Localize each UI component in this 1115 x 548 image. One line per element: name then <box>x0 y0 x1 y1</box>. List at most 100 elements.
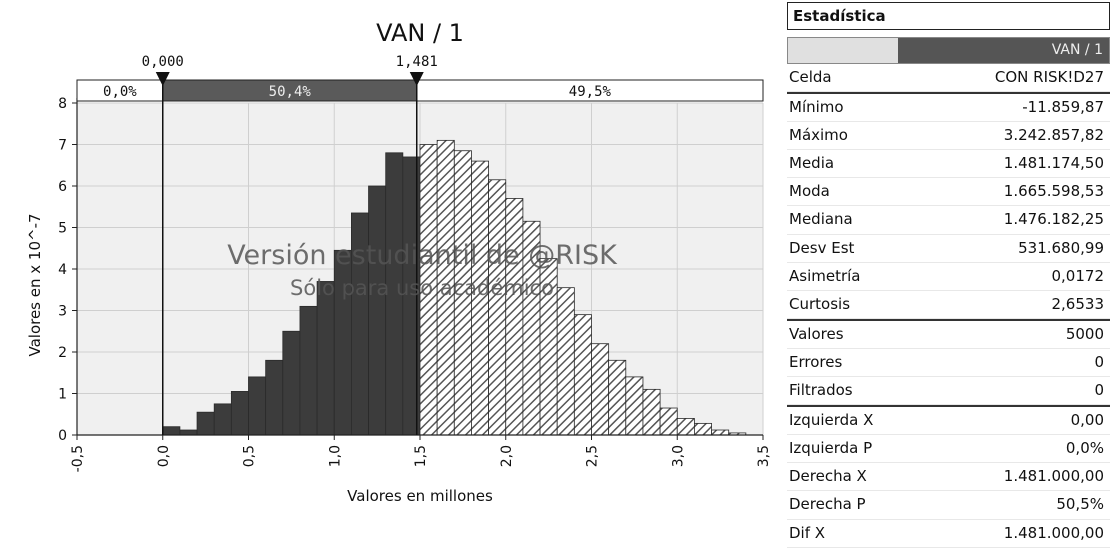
stat-row: Filtrados 0 <box>787 377 1110 406</box>
stat-label: Celda <box>789 68 832 86</box>
stat-row: Máximo 3.242.857,82 <box>787 122 1110 151</box>
panel-title: Estadística <box>787 2 1110 30</box>
x-tick-label: -0,5 <box>70 445 86 472</box>
x-tick-label: 3,5 <box>756 445 772 467</box>
y-tick-label: 1 <box>58 387 67 403</box>
histogram-bar <box>179 429 198 436</box>
histogram-bar <box>625 376 644 436</box>
stat-row: Curtosis 2,6533 <box>787 291 1110 319</box>
percent-band-label: 0,0% <box>103 84 137 100</box>
histogram-bar <box>368 185 387 436</box>
histogram-bar <box>642 388 661 436</box>
stat-label: Mediana <box>789 210 853 229</box>
histogram-bar <box>316 281 335 436</box>
marker-lines: 0,000 1,481 <box>142 54 438 435</box>
x-tick-label: 1,0 <box>327 445 343 467</box>
stat-value: 531.680,99 <box>1018 238 1104 257</box>
marker-triangle <box>409 72 424 86</box>
y-tick-label: 3 <box>58 304 67 320</box>
stat-value: 0,00 <box>1070 411 1104 430</box>
y-tick-label: 4 <box>58 262 67 278</box>
stat-value: 1.481.000,00 <box>1003 523 1104 542</box>
stat-label: Derecha X <box>789 467 867 486</box>
stat-label: Mínimo <box>789 98 844 117</box>
y-tick-label: 8 <box>58 96 67 112</box>
stat-row: Izquierda X 0,00 <box>787 405 1110 436</box>
x-tick-label: 1,5 <box>413 445 429 467</box>
histogram-bar <box>573 314 592 436</box>
watermark-line-1: Versión estudiantil de @RISK <box>227 240 618 271</box>
stat-value: 2,6533 <box>1051 294 1105 313</box>
histogram-bar <box>282 330 301 436</box>
stat-label: Desv Est <box>789 238 855 257</box>
histogram-bar <box>711 429 730 436</box>
histogram-bar <box>213 403 232 436</box>
histogram-bar <box>299 305 318 436</box>
stat-value: -11.859,87 <box>1022 98 1104 117</box>
marker-label: 0,000 <box>142 54 184 70</box>
stat-label: Asimetría <box>789 266 861 285</box>
stat-row: Mínimo -11.859,87 <box>787 92 1110 123</box>
x-tick-label: 0,5 <box>242 445 258 467</box>
y-tick-label: 5 <box>58 221 67 237</box>
marker-triangle <box>155 72 170 86</box>
stat-label: Izquierda X <box>789 411 874 430</box>
stat-value: 0,0% <box>1065 439 1104 458</box>
marker-label: 1,481 <box>396 54 438 70</box>
stat-value: 5000 <box>1065 324 1104 343</box>
x-tick-label: 0,0 <box>156 445 172 467</box>
histogram-bar <box>248 376 267 436</box>
histogram-bar <box>676 417 695 436</box>
stat-row: Celda CON RISK!D27 <box>787 64 1110 93</box>
stat-row: Asimetría 0,0172 <box>787 263 1110 291</box>
stat-value: 0 <box>1094 352 1104 371</box>
percent-band-label: 50,4% <box>269 84 312 100</box>
stat-value: 50,5% <box>1056 495 1104 514</box>
stat-label: Curtosis <box>789 294 851 313</box>
stat-row: Derecha X 1.481.000,00 <box>787 463 1110 492</box>
stat-row: Valores 5000 <box>787 318 1110 349</box>
stat-row: Mediana 1.476.182,25 <box>787 206 1110 235</box>
stat-value: 3.242.857,82 <box>1003 126 1104 145</box>
stat-row: Moda 1.665.598,53 <box>787 178 1110 207</box>
stat-label: Errores <box>789 352 843 371</box>
stat-value: 1.481.000,00 <box>1003 467 1104 486</box>
axes: 0 1 2 3 4 5 6 7 8 -0,5 0,0 0,5 1,0 1,5 2,0 2,5 3,0 3,5 <box>58 96 772 472</box>
y-tick-label: 6 <box>58 179 67 195</box>
histogram-bar <box>694 422 712 436</box>
column-header-row: VAN / 1 <box>787 37 1110 64</box>
histogram-bar <box>659 407 678 436</box>
y-tick-label: 0 <box>58 428 67 444</box>
x-tick-label: 3,0 <box>670 445 686 467</box>
histogram-bar <box>488 179 507 436</box>
x-tick-label: 2,0 <box>499 445 515 467</box>
statistics-panel: Estadística VAN / 1 Celda CON RISK!D27 Mín… <box>785 0 1115 548</box>
stat-value: 1.481.174,50 <box>1003 154 1104 173</box>
stat-label: Derecha P <box>789 495 866 514</box>
histogram-chart: 0 1 2 3 4 5 6 7 8 -0,5 0,0 0,5 1,0 1,5 2,0 2,5 3,0 3,5 0,… <box>26 19 772 505</box>
histogram-bar <box>265 359 284 436</box>
chart-title: VAN / 1 <box>376 19 464 47</box>
histogram-bar <box>505 198 524 436</box>
stat-label: Media <box>789 154 835 173</box>
stat-label: Máximo <box>789 126 848 145</box>
stat-value: 0,0172 <box>1051 266 1105 285</box>
y-tick-label: 2 <box>58 345 67 361</box>
stat-label: Izquierda P <box>789 439 873 458</box>
stat-label: Moda <box>789 182 830 201</box>
statistics-table: Celda CON RISK!D27 Mínimo -11.859,87 Máximo 3… <box>787 64 1110 548</box>
x-axis-label: Valores en millones <box>347 487 493 505</box>
histogram-bar <box>230 391 249 436</box>
y-tick-label: 7 <box>58 138 67 154</box>
stat-value: 0 <box>1094 381 1104 400</box>
stat-value: 1.665.598,53 <box>1003 182 1104 201</box>
stat-row: Dif X 1.481.000,00 <box>787 520 1110 548</box>
column-header: VAN / 1 <box>898 38 1109 63</box>
stat-row: Media 1.481.174,50 <box>787 150 1110 179</box>
histogram-bar <box>162 426 181 436</box>
histogram-bar <box>196 411 215 436</box>
stat-row: Izquierda P 0,0% <box>787 435 1110 464</box>
watermark-line-2: Sólo para uso académico <box>290 276 554 300</box>
stat-label: Valores <box>789 324 844 343</box>
y-axis-label: Valores en x 10^-7 <box>26 213 44 356</box>
